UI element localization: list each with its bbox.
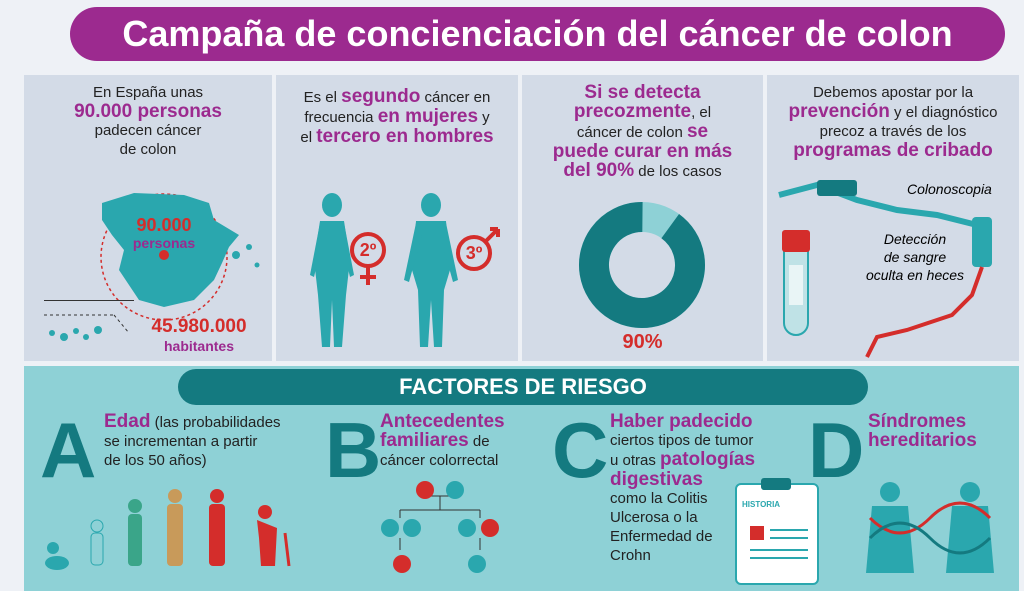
colonoscopia-label: Colonoscopia [907,181,992,197]
population-label: habitantes [163,338,234,354]
panel3-precozmente: precozmente [573,101,692,122]
factor-b-r2: cáncer colorrectal [380,452,499,469]
panel3-del90: del 90% [563,160,635,181]
factor-d-title1: Síndromes [868,411,967,432]
factor-d-title2: hereditarios [868,430,977,451]
factor-b-r1: de [468,433,490,450]
factor-c-r3: como la Colitis [610,490,708,507]
panel4-prevencion: prevención [788,101,890,122]
letter-d: D [808,406,865,494]
panel2-t3: cáncer en [420,89,491,106]
panel1-line3: de colon [119,141,177,158]
population-number: 45.980.000 [151,316,247,337]
donut-cured-arc [579,202,705,328]
panel-prevention: Debemos apostar por la prevención y el d… [767,75,1019,361]
factor-b-title2: familiares [380,430,469,451]
factor-a-r3: de los 50 años) [104,452,207,469]
factor-c-r6: Crohn [610,547,651,564]
letter-a: A [40,406,97,494]
panel3-t6: puede curar en más [552,141,733,162]
clipboard-label: HISTORIA [742,500,781,509]
risk-factors-title: FACTORES DE RIESGO [178,369,868,405]
colonoscope-icon [778,180,992,358]
panel4-text: Debemos apostar por la prevención y el d… [767,83,1019,160]
main-title-banner: Campaña de concienciación del cáncer de … [70,7,1005,61]
panel1-line1: En España unas [92,84,204,101]
panel-frequency-rank: Es el segundo cáncer en frecuencia en mu… [276,75,518,361]
factor-a-r2: se incrementan a partir [104,433,258,450]
deteccion-label: Detección de sangre oculta en heces [855,230,975,284]
panel-spain-stats: En España unas 90.000 personas padecen c… [24,75,272,361]
panel4-cribado: programas de cribado [793,140,993,161]
male-rank: 3º [465,243,483,263]
panel2-hombres: tercero en hombres [316,126,494,147]
factor-c-digestivas: digestivas [610,469,703,490]
panel-cure-rate: Si se detecta precozmente, el cáncer de … [522,75,763,361]
factor-c-text: Haber padecido ciertos tipos de tumor u … [610,412,790,565]
factor-c-title: Haber padecido [610,411,753,432]
panel3-se: se [686,121,709,142]
factor-a-text: Edad (las probabilidades se incrementan … [104,412,324,470]
panel2-segundo: segundo [341,86,421,107]
risk-factors-title-text: FACTORES DE RIESGO [399,374,647,399]
panel2-t6: y [478,109,490,126]
map-label-number: 90.000 [136,215,192,235]
panel3-t3: , el [691,104,712,121]
panel3-t1: Si se detecta [584,82,701,103]
factor-c-r1: ciertos tipos de tumor [610,432,754,449]
deteccion-line3: oculta en heces [865,267,965,283]
panel3-t8: de los casos [634,163,722,180]
map-label-word: personas [132,235,196,251]
letter-b: B [325,406,382,494]
factor-a-r1: (las probabilidades [150,414,281,431]
panel1-line2: padecen cáncer [94,122,202,139]
factor-c-r4: Ulcerosa o la [610,509,698,526]
panel4-t1: Debemos apostar por la [812,84,974,101]
female-rank: 2º [359,240,377,260]
panel1-text: En España unas 90.000 personas padecen c… [24,83,272,159]
main-title: Campaña de concienciación del cáncer de … [122,13,953,54]
panel2-t1: Es el [303,89,342,106]
aging-people-icon [45,489,291,570]
panel2-mujeres: en mujeres [377,106,479,127]
panel3-text: Si se detecta precozmente, el cáncer de … [522,83,763,181]
factor-b-title1: Antecedentes [380,411,505,432]
factor-a-title: Edad [104,411,151,432]
male-female-silhouettes-icon [310,193,500,347]
letter-c: C [552,406,609,494]
panel2-t7: el [300,129,317,146]
panel1-highlight: 90.000 personas [74,101,222,122]
dna-people-icon [866,482,994,573]
factor-c-r2: u otras [610,452,661,469]
cure-donut-chart [579,202,705,328]
percent-label: 90% [622,331,663,353]
deteccion-line1: Detección [883,231,947,247]
family-tree-icon [381,481,499,573]
spain-map-icon [44,193,260,341]
panel2-t4: frecuencia [304,109,378,126]
stool-test-tube-icon [782,230,810,336]
factor-d-text: Síndromes hereditarios [868,412,1008,450]
panel4-t3: y el diagnóstico [889,104,998,121]
panel3-t4: cáncer de colon [576,124,687,141]
panel4-t4: precoz a través de los [819,123,967,140]
factor-c-patologias: patologías [660,449,756,470]
factor-b-text: Antecedentes familiares de cáncer colorr… [380,412,550,470]
factor-c-r5: Enfermedad de [610,528,713,545]
clipboard-icon [735,478,819,585]
deteccion-line2: de sangre [883,249,947,265]
panel2-text: Es el segundo cáncer en frecuencia en mu… [276,87,518,147]
